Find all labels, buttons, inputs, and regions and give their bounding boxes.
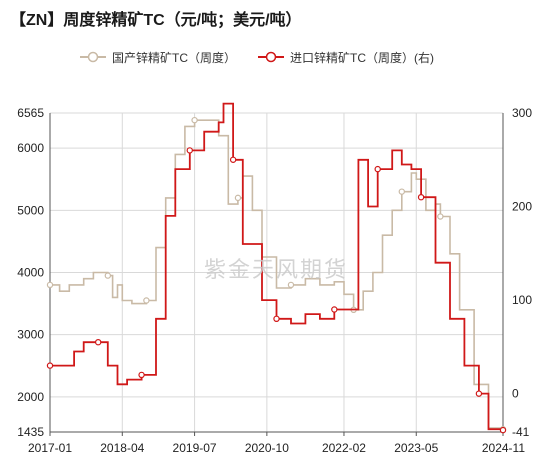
legend: 国产锌精矿TC（周度） 进口锌精矿TC（周度）(右) [80, 48, 456, 66]
series-point-import [273, 315, 280, 323]
y-right-tick-label: 100 [512, 293, 532, 307]
x-tick-label: 2023-05 [394, 441, 438, 455]
series-point-import [46, 362, 54, 369]
x-tick-label: 2020-10 [245, 441, 289, 455]
x-tick-label: 2022-02 [322, 441, 366, 455]
y-right-tick-label: 0 [512, 387, 519, 401]
y-left-tick-label: 2000 [17, 390, 44, 404]
legend-item-domestic[interactable]: 国产锌精矿TC（周度） [80, 49, 236, 66]
series-point-import [94, 338, 102, 346]
series-point-domestic [398, 188, 405, 195]
series-point-import [331, 306, 338, 313]
watermark: 紫金天风期货 [204, 257, 349, 282]
series-point-import [138, 371, 145, 379]
y-left-tick-label: 6565 [17, 106, 44, 120]
y-right-tick-label: 200 [512, 200, 532, 214]
chart-title: 【ZN】周度锌精矿TC（元/吨；美元/吨） [10, 12, 302, 29]
x-tick-label: 2018-04 [100, 441, 144, 455]
series-point-domestic [46, 281, 54, 289]
y-left-tick-label: 5000 [17, 203, 44, 217]
y-left-tick-label: 6000 [17, 141, 44, 155]
x-tick-label: 2024-11 [482, 441, 525, 455]
series-point-import [475, 390, 483, 397]
y-right-tick-label: -41 [512, 425, 530, 439]
series-point-domestic [437, 213, 444, 220]
series-point-import [417, 193, 425, 201]
series-layer [46, 102, 507, 434]
series-point-import [186, 147, 193, 154]
series-point-import [229, 156, 237, 163]
y-right-tick-label: 300 [512, 106, 532, 120]
legend-item-import[interactable]: 进口锌精矿TC（周度）(右) [258, 49, 434, 66]
y-left-tick-label: 4000 [17, 266, 44, 280]
series-point-domestic [287, 281, 295, 289]
y-left-tick-label: 3000 [17, 328, 44, 342]
series-point-import [499, 426, 507, 434]
x-tick-label: 2017-01 [28, 441, 72, 455]
series-point-import [374, 165, 381, 173]
legend-label-domestic: 国产锌精矿TC（周度） [112, 50, 236, 65]
axes: 1435 2000 3000 4000 5000 6000 6565 -41 0 100 200 30… [17, 106, 532, 455]
legend-marker-domestic [80, 51, 106, 63]
series-point-domestic [191, 116, 198, 124]
series-point-domestic [234, 194, 242, 202]
series-point-domestic [143, 297, 150, 304]
x-tick-label: 2019-07 [173, 441, 217, 455]
legend-label-import: 进口锌精矿TC（周度）(右) [290, 50, 434, 65]
series-point-domestic [104, 272, 112, 279]
y-left-tick-label: 1435 [17, 425, 44, 439]
legend-marker-import [258, 51, 284, 63]
